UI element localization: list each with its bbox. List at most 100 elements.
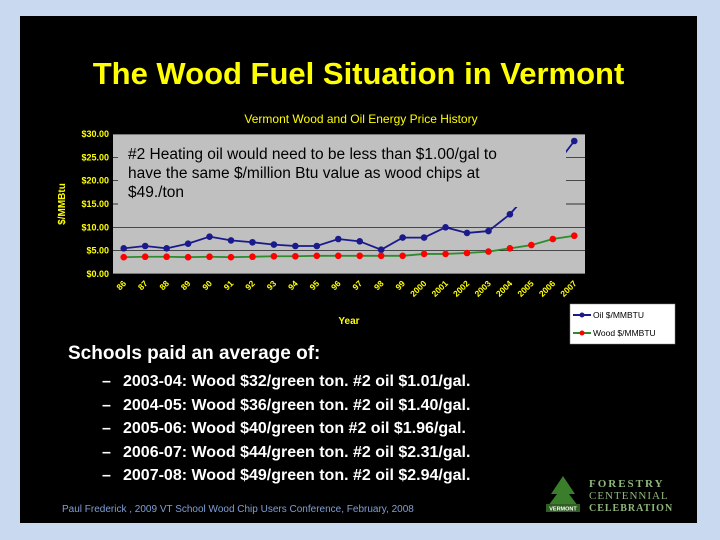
oil-data-point bbox=[485, 227, 492, 235]
wood-data-point bbox=[356, 252, 364, 260]
x-tick-label: 2005 bbox=[515, 278, 536, 299]
legend-wood-marker bbox=[579, 330, 585, 336]
x-tick-label: 2001 bbox=[430, 278, 451, 299]
bullet-item: –2005-06: Wood $40/green ton #2 oil $1.9… bbox=[68, 420, 668, 444]
wood-data-point bbox=[292, 252, 299, 260]
forestry-centennial-logo: VERMONT FORESTRY CENTENNIAL CELEBRATION bbox=[546, 476, 673, 514]
bullet-item: –2004-05: Wood $36/green ton. #2 oil $1.… bbox=[68, 397, 668, 421]
bullet-text: 2007-08: Wood $49/green ton. #2 oil $2.9… bbox=[123, 467, 471, 484]
bullet-item: –2003-04: Wood $32/green ton. #2 oil $1.… bbox=[68, 373, 668, 397]
y-axis-ticks: $0.00 $5.00 $10.00 $15.00 $20.00 $25.00 $30.00 bbox=[81, 129, 109, 279]
bullet-text: 2004-05: Wood $36/green ton. #2 oil $1.4… bbox=[123, 396, 471, 414]
x-tick-label: 89 bbox=[179, 278, 193, 292]
oil-data-point bbox=[420, 234, 428, 241]
oil-data-point bbox=[227, 237, 235, 244]
x-tick-label: 93 bbox=[265, 278, 279, 292]
price-history-chart: Vermont Wood and Oil Energy Price Histor… bbox=[57, 112, 676, 345]
x-tick-label: 2004 bbox=[494, 278, 515, 299]
annotation-box: #2 Heating oil would need to be less tha… bbox=[118, 139, 566, 207]
y-axis-label: $/MMBtu bbox=[57, 183, 68, 225]
bullet-item: –2007-08: Wood $49/green ton. #2 oil $2.… bbox=[68, 467, 668, 491]
wood-data-point bbox=[184, 253, 192, 261]
x-tick-label: 86 bbox=[114, 278, 128, 292]
oil-data-point bbox=[356, 238, 364, 245]
oil-data-point bbox=[249, 238, 256, 246]
oil-data-point bbox=[334, 235, 342, 243]
wood-data-point bbox=[528, 241, 535, 249]
wood-data-point bbox=[141, 253, 149, 261]
oil-data-point bbox=[163, 245, 170, 252]
wood-data-point bbox=[270, 252, 278, 260]
x-tick-label: 2003 bbox=[472, 278, 493, 299]
legend-oil-label: Oil $/MMBTU bbox=[593, 310, 644, 320]
x-tick-label: 99 bbox=[393, 278, 407, 292]
x-tick-label: 92 bbox=[243, 278, 257, 292]
bullet-dash: – bbox=[102, 420, 111, 437]
oil-data-point bbox=[506, 210, 514, 218]
logo-line-3: CELEBRATION bbox=[589, 503, 673, 514]
wood-data-point bbox=[485, 248, 492, 255]
bullet-list-section: Schools paid an average of: –2003-04: Wo… bbox=[68, 343, 668, 491]
oil-data-point bbox=[463, 229, 471, 237]
x-tick-label: 98 bbox=[372, 278, 386, 292]
wood-data-point bbox=[570, 232, 578, 240]
wood-data-point bbox=[377, 252, 385, 260]
oil-data-point bbox=[570, 137, 578, 145]
y-tick-label: $20.00 bbox=[81, 176, 109, 186]
y-tick-label: $5.00 bbox=[86, 246, 109, 256]
oil-data-point bbox=[141, 242, 149, 250]
y-tick-label: $30.00 bbox=[81, 129, 109, 139]
x-tick-label: 91 bbox=[222, 278, 236, 292]
wood-data-point bbox=[506, 245, 514, 252]
bullet-dash: – bbox=[102, 467, 111, 484]
footer-citation: Paul Frederick , 2009 VT School Wood Chi… bbox=[62, 504, 414, 515]
bullet-dash: – bbox=[102, 396, 111, 414]
oil-data-point bbox=[377, 246, 385, 254]
tree-icon bbox=[548, 476, 578, 506]
wood-data-point bbox=[463, 249, 471, 257]
y-tick-label: $10.00 bbox=[81, 222, 109, 232]
wood-data-point bbox=[420, 250, 428, 258]
bullet-lead: Schools paid an average of: bbox=[68, 343, 321, 364]
wood-data-point bbox=[313, 252, 321, 260]
logo-badge: VERMONT bbox=[549, 507, 577, 513]
chart-title: Vermont Wood and Oil Energy Price Histor… bbox=[244, 112, 477, 126]
wood-data-point bbox=[163, 253, 170, 261]
wood-data-point bbox=[227, 253, 235, 261]
x-tick-label: 2006 bbox=[537, 278, 558, 299]
x-axis-label: Year bbox=[338, 316, 359, 327]
bullet-list: –2003-04: Wood $32/green ton. #2 oil $1.… bbox=[68, 373, 668, 491]
wood-data-point bbox=[549, 235, 557, 243]
slide: The Wood Fuel Situation in Vermont Vermo… bbox=[20, 16, 697, 523]
x-tick-label: 88 bbox=[157, 278, 171, 292]
bullet-dash: – bbox=[102, 373, 111, 390]
x-tick-label: 94 bbox=[286, 278, 300, 292]
oil-data-point bbox=[313, 242, 321, 250]
wood-data-point bbox=[334, 252, 342, 260]
oil-data-point bbox=[270, 241, 278, 248]
legend: Oil $/MMBTU Wood $/MMBTU bbox=[569, 303, 676, 345]
bullet-text: 2006-07: Wood $44/green ton. #2 oil $2.3… bbox=[123, 443, 471, 461]
series-marks bbox=[120, 137, 578, 261]
oil-series-line bbox=[123, 140, 575, 251]
x-tick-label: 2002 bbox=[451, 278, 472, 299]
y-tick-label: $15.00 bbox=[81, 199, 109, 209]
x-tick-label: 95 bbox=[307, 278, 321, 292]
wood-data-point bbox=[442, 250, 449, 258]
oil-data-point bbox=[442, 224, 449, 231]
wood-data-point bbox=[399, 252, 406, 260]
oil-data-point bbox=[292, 242, 299, 250]
x-axis-ticks: 86 87 88 89 90 91 92 93 94 95 96 97 98 99 2000 2001 2002… bbox=[114, 278, 578, 299]
wood-data-point bbox=[249, 253, 256, 261]
legend-wood-label: Wood $/MMBTU bbox=[593, 328, 656, 338]
x-tick-label: 97 bbox=[350, 278, 364, 292]
bullet-dash: – bbox=[102, 443, 111, 461]
x-tick-label: 2000 bbox=[408, 278, 429, 299]
y-tick-label: $0.00 bbox=[86, 269, 109, 279]
logo-line-1: FORESTRY bbox=[589, 478, 665, 490]
y-tick-label: $25.00 bbox=[81, 152, 109, 162]
x-tick-label: 96 bbox=[329, 278, 343, 292]
oil-data-point bbox=[206, 233, 213, 240]
wood-series-line bbox=[123, 234, 575, 259]
x-tick-label: 87 bbox=[136, 278, 150, 292]
